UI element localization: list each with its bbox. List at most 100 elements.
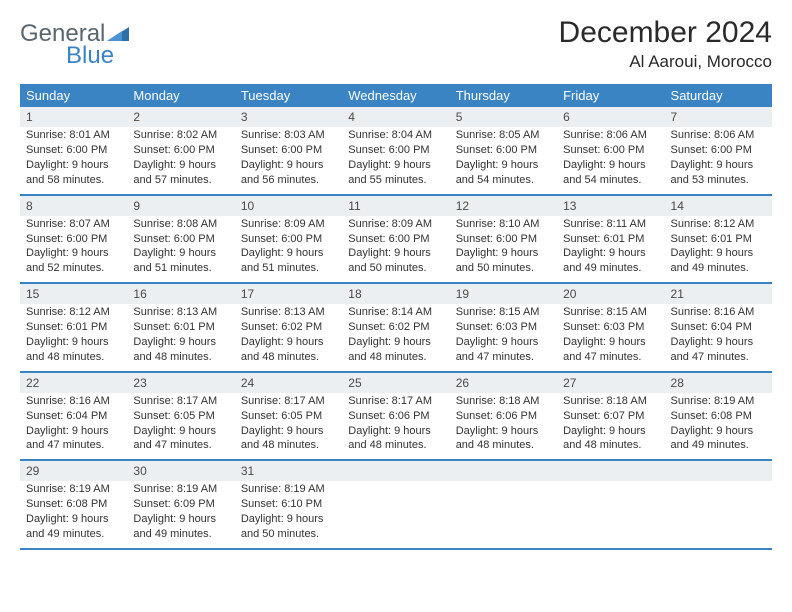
sunrise-text: Sunrise: 8:17 AM bbox=[133, 394, 228, 409]
day-body: Sunrise: 8:09 AMSunset: 6:00 PMDaylight:… bbox=[235, 216, 342, 282]
sunrise-text: Sunrise: 8:19 AM bbox=[241, 482, 336, 497]
day-body: Sunrise: 8:16 AMSunset: 6:04 PMDaylight:… bbox=[20, 393, 127, 459]
sunset-text: Sunset: 6:00 PM bbox=[26, 143, 121, 158]
sunrise-text: Sunrise: 8:16 AM bbox=[671, 305, 766, 320]
day-body: Sunrise: 8:13 AMSunset: 6:02 PMDaylight:… bbox=[235, 304, 342, 370]
day-cell: . bbox=[557, 461, 664, 548]
daylight-text: Daylight: 9 hours and 48 minutes. bbox=[26, 335, 121, 365]
day-cell: 9Sunrise: 8:08 AMSunset: 6:00 PMDaylight… bbox=[127, 196, 234, 283]
sunset-text: Sunset: 6:08 PM bbox=[26, 497, 121, 512]
header: GeneralBlue December 2024 Al Aaroui, Mor… bbox=[20, 16, 772, 72]
daylight-text: Daylight: 9 hours and 49 minutes. bbox=[671, 246, 766, 276]
day-cell: 13Sunrise: 8:11 AMSunset: 6:01 PMDayligh… bbox=[557, 196, 664, 283]
daylight-text: Daylight: 9 hours and 49 minutes. bbox=[671, 424, 766, 454]
day-number: 17 bbox=[235, 284, 342, 304]
daylight-text: Daylight: 9 hours and 56 minutes. bbox=[241, 158, 336, 188]
day-cell: 26Sunrise: 8:18 AMSunset: 6:06 PMDayligh… bbox=[450, 373, 557, 460]
day-body: Sunrise: 8:06 AMSunset: 6:00 PMDaylight:… bbox=[665, 127, 772, 193]
day-cell: 6Sunrise: 8:06 AMSunset: 6:00 PMDaylight… bbox=[557, 107, 664, 194]
sunrise-text: Sunrise: 8:06 AM bbox=[563, 128, 658, 143]
day-number: 3 bbox=[235, 107, 342, 127]
sunrise-text: Sunrise: 8:19 AM bbox=[133, 482, 228, 497]
day-cell: 14Sunrise: 8:12 AMSunset: 6:01 PMDayligh… bbox=[665, 196, 772, 283]
day-body: Sunrise: 8:17 AMSunset: 6:06 PMDaylight:… bbox=[342, 393, 449, 459]
day-number: . bbox=[557, 461, 664, 481]
sunset-text: Sunset: 6:05 PM bbox=[241, 409, 336, 424]
sunset-text: Sunset: 6:01 PM bbox=[26, 320, 121, 335]
day-body: Sunrise: 8:05 AMSunset: 6:00 PMDaylight:… bbox=[450, 127, 557, 193]
daylight-text: Daylight: 9 hours and 51 minutes. bbox=[133, 246, 228, 276]
daylight-text: Daylight: 9 hours and 51 minutes. bbox=[241, 246, 336, 276]
sunrise-text: Sunrise: 8:12 AM bbox=[26, 305, 121, 320]
day-body: Sunrise: 8:15 AMSunset: 6:03 PMDaylight:… bbox=[557, 304, 664, 370]
day-body: Sunrise: 8:18 AMSunset: 6:07 PMDaylight:… bbox=[557, 393, 664, 459]
sunrise-text: Sunrise: 8:04 AM bbox=[348, 128, 443, 143]
sunrise-text: Sunrise: 8:14 AM bbox=[348, 305, 443, 320]
day-body: Sunrise: 8:12 AMSunset: 6:01 PMDaylight:… bbox=[20, 304, 127, 370]
daylight-text: Daylight: 9 hours and 47 minutes. bbox=[133, 424, 228, 454]
daylight-text: Daylight: 9 hours and 48 minutes. bbox=[241, 424, 336, 454]
weekday-header: Sunday bbox=[20, 84, 127, 107]
sunset-text: Sunset: 6:07 PM bbox=[563, 409, 658, 424]
sunset-text: Sunset: 6:00 PM bbox=[241, 232, 336, 247]
sunset-text: Sunset: 6:06 PM bbox=[456, 409, 551, 424]
day-cell: 10Sunrise: 8:09 AMSunset: 6:00 PMDayligh… bbox=[235, 196, 342, 283]
day-cell: 11Sunrise: 8:09 AMSunset: 6:00 PMDayligh… bbox=[342, 196, 449, 283]
sunset-text: Sunset: 6:02 PM bbox=[241, 320, 336, 335]
day-number: 1 bbox=[20, 107, 127, 127]
daylight-text: Daylight: 9 hours and 50 minutes. bbox=[456, 246, 551, 276]
sunrise-text: Sunrise: 8:12 AM bbox=[671, 217, 766, 232]
day-number: 4 bbox=[342, 107, 449, 127]
day-number: 18 bbox=[342, 284, 449, 304]
day-cell: 21Sunrise: 8:16 AMSunset: 6:04 PMDayligh… bbox=[665, 284, 772, 371]
month-title: December 2024 bbox=[559, 16, 772, 50]
sunrise-text: Sunrise: 8:18 AM bbox=[456, 394, 551, 409]
sunrise-text: Sunrise: 8:03 AM bbox=[241, 128, 336, 143]
daylight-text: Daylight: 9 hours and 49 minutes. bbox=[563, 246, 658, 276]
sunset-text: Sunset: 6:00 PM bbox=[671, 143, 766, 158]
daylight-text: Daylight: 9 hours and 50 minutes. bbox=[241, 512, 336, 542]
day-number: 21 bbox=[665, 284, 772, 304]
week-row: 1Sunrise: 8:01 AMSunset: 6:00 PMDaylight… bbox=[20, 107, 772, 196]
day-cell: 27Sunrise: 8:18 AMSunset: 6:07 PMDayligh… bbox=[557, 373, 664, 460]
sunset-text: Sunset: 6:10 PM bbox=[241, 497, 336, 512]
title-block: December 2024 Al Aaroui, Morocco bbox=[559, 16, 772, 72]
sunrise-text: Sunrise: 8:11 AM bbox=[563, 217, 658, 232]
day-number: . bbox=[665, 461, 772, 481]
day-number: 26 bbox=[450, 373, 557, 393]
day-cell: 25Sunrise: 8:17 AMSunset: 6:06 PMDayligh… bbox=[342, 373, 449, 460]
sunrise-text: Sunrise: 8:18 AM bbox=[563, 394, 658, 409]
daylight-text: Daylight: 9 hours and 47 minutes. bbox=[563, 335, 658, 365]
weekday-header: Monday bbox=[127, 84, 234, 107]
sunset-text: Sunset: 6:00 PM bbox=[26, 232, 121, 247]
day-number: 24 bbox=[235, 373, 342, 393]
day-cell: 3Sunrise: 8:03 AMSunset: 6:00 PMDaylight… bbox=[235, 107, 342, 194]
daylight-text: Daylight: 9 hours and 50 minutes. bbox=[348, 246, 443, 276]
calendar: SundayMondayTuesdayWednesdayThursdayFrid… bbox=[20, 84, 772, 550]
day-body: Sunrise: 8:01 AMSunset: 6:00 PMDaylight:… bbox=[20, 127, 127, 193]
sunrise-text: Sunrise: 8:17 AM bbox=[241, 394, 336, 409]
daylight-text: Daylight: 9 hours and 48 minutes. bbox=[241, 335, 336, 365]
location-label: Al Aaroui, Morocco bbox=[559, 52, 772, 72]
week-row: 22Sunrise: 8:16 AMSunset: 6:04 PMDayligh… bbox=[20, 373, 772, 462]
day-number: 9 bbox=[127, 196, 234, 216]
daylight-text: Daylight: 9 hours and 54 minutes. bbox=[563, 158, 658, 188]
day-body: Sunrise: 8:13 AMSunset: 6:01 PMDaylight:… bbox=[127, 304, 234, 370]
day-cell: 24Sunrise: 8:17 AMSunset: 6:05 PMDayligh… bbox=[235, 373, 342, 460]
day-body: Sunrise: 8:19 AMSunset: 6:08 PMDaylight:… bbox=[20, 481, 127, 547]
day-number: 11 bbox=[342, 196, 449, 216]
sunrise-text: Sunrise: 8:13 AM bbox=[241, 305, 336, 320]
sunset-text: Sunset: 6:02 PM bbox=[348, 320, 443, 335]
day-cell: 31Sunrise: 8:19 AMSunset: 6:10 PMDayligh… bbox=[235, 461, 342, 548]
sunrise-text: Sunrise: 8:19 AM bbox=[26, 482, 121, 497]
day-number: 12 bbox=[450, 196, 557, 216]
day-number: 14 bbox=[665, 196, 772, 216]
day-cell: 2Sunrise: 8:02 AMSunset: 6:00 PMDaylight… bbox=[127, 107, 234, 194]
week-row: 15Sunrise: 8:12 AMSunset: 6:01 PMDayligh… bbox=[20, 284, 772, 373]
day-cell: . bbox=[342, 461, 449, 548]
day-cell: 30Sunrise: 8:19 AMSunset: 6:09 PMDayligh… bbox=[127, 461, 234, 548]
sunset-text: Sunset: 6:00 PM bbox=[456, 143, 551, 158]
day-body bbox=[342, 481, 449, 529]
weekday-header: Thursday bbox=[450, 84, 557, 107]
day-cell: 28Sunrise: 8:19 AMSunset: 6:08 PMDayligh… bbox=[665, 373, 772, 460]
